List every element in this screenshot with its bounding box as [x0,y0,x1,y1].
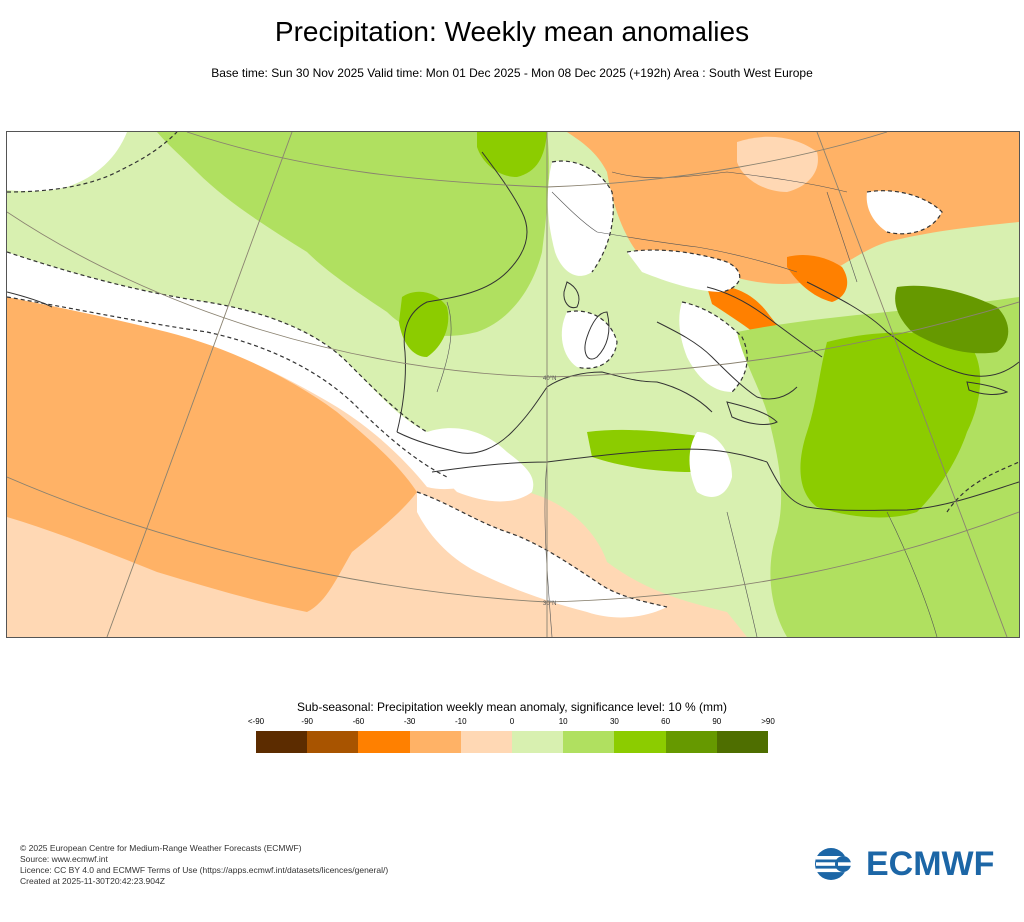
footer-copyright: © 2025 European Centre for Medium-Range … [20,843,302,853]
central-europe-negative [567,132,1019,284]
central-europe-neutral-patch [737,136,818,192]
italy-neutral [679,302,748,392]
ecmwf-logo: ECMWF [814,844,995,883]
legend-swatch [358,731,410,753]
ecmwf-logo-icon [815,848,858,880]
neutral-band-west [7,252,487,490]
legend-tick-label: >90 [761,717,775,726]
neutral-band-north [7,132,127,192]
footer-source: Source: www.ecmwf.int [20,854,108,864]
ecmwf-logo-text: ECMWF [866,844,995,883]
chart-subtitle: Base time: Sun 30 Nov 2025 Valid time: M… [211,66,813,80]
legend-tick-label: -30 [403,717,416,726]
balkans-neutral-patch [866,190,942,234]
lat-label-40n: 40°N [543,376,556,382]
graticule [7,132,1019,637]
legend-title: Sub-seasonal: Precipitation weekly mean … [297,700,727,714]
footer: © 2025 European Centre for Medium-Range … [20,843,388,887]
chart-title: Precipitation: Weekly mean anomalies [274,16,750,47]
legend-tick-label: -90 [301,717,313,726]
meridian-e20 [816,132,1008,637]
neutral-band-africa [417,492,667,618]
legend-swatch [307,731,359,753]
footer-created: Created at 2025-11-30T20:42:23.904Z [20,876,165,886]
legend-tick-label: 0 [509,717,515,726]
legend-swatch [409,731,461,753]
legend-tick-label: 30 [609,717,619,726]
atlantic-negative-core [7,292,417,612]
footer-licence: Licence: CC BY 4.0 and ECMWF Terms of Us… [20,865,389,875]
alps-neutral [627,250,740,292]
adriatic-negative [787,255,848,302]
legend-tick-label: -10 [455,717,467,726]
parallel-40n [7,211,1019,378]
legend-swatch [614,731,666,753]
biscay-positive [477,132,547,177]
meridian-w20 [106,132,293,637]
sardinia-neutral [561,311,617,369]
legend-ticks: <-90 -90 -60 -30 -10 0 10 30 60 90 >90 [248,717,775,729]
legend-colorbar [256,731,769,753]
country-borders [436,171,938,637]
legend-tick-label: <-90 [247,717,265,726]
greece-strong [895,285,1009,354]
coastlines [7,151,1019,511]
legend-tick-label: 10 [558,717,568,726]
france-neutral [547,161,614,276]
north-atlantic-positive [157,132,550,336]
iberia-positive [399,291,449,357]
legend-swatch [256,731,308,753]
legend-tick-label: -60 [352,717,365,726]
legend-swatch [512,731,564,753]
legend-swatch [716,731,769,753]
tunisia-neutral [689,432,732,497]
legend-tick-label: 90 [712,717,722,726]
legend-swatch [563,731,615,753]
legend-swatch [460,731,513,753]
legend-tick-label: 60 [661,717,671,726]
lat-label-30n: 30°N [543,601,556,607]
legend-swatch [665,731,717,753]
map-svg: 40°N 30°N [7,132,1019,637]
significance-contours [7,132,1019,608]
precipitation-anomaly-map[interactable]: 40°N 30°N [6,131,1020,638]
east-med-strong [800,332,981,518]
neutral-band-iberia [427,428,534,502]
libya-positive [777,533,860,612]
